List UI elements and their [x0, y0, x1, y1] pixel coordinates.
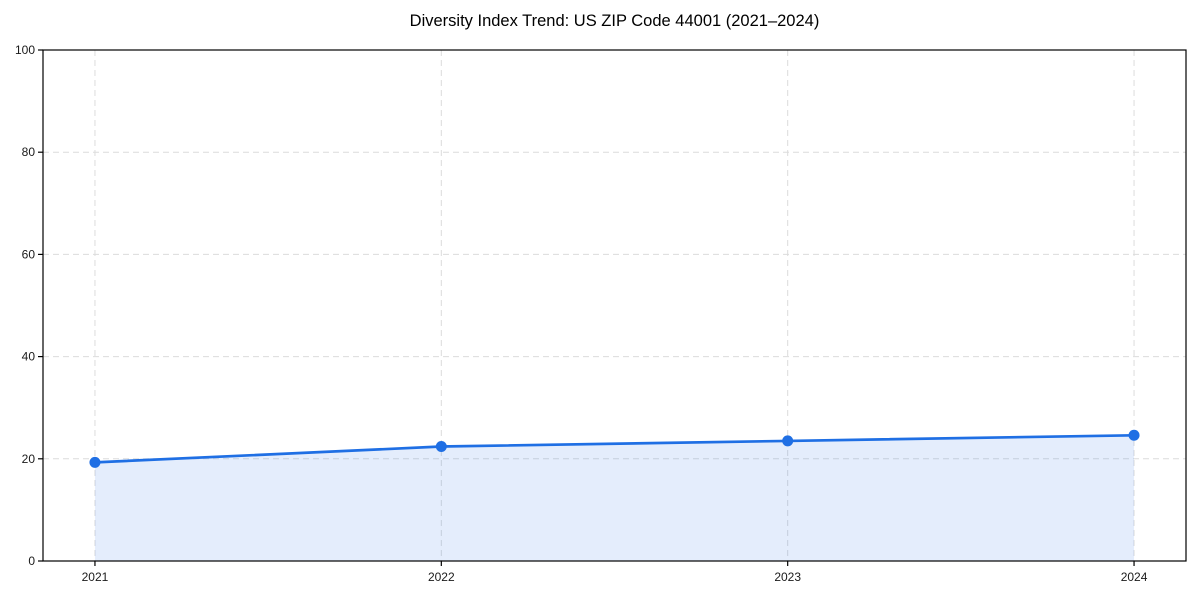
x-tick-label: 2024 [1121, 570, 1148, 584]
data-point-marker [782, 435, 794, 447]
trend-line [93, 433, 1136, 464]
data-point-marker [1128, 429, 1140, 441]
data-points [89, 429, 1140, 468]
y-tick-label: 40 [22, 350, 36, 364]
data-point-marker [435, 441, 447, 453]
tick-labels: 0 20 40 60 80 100 2021 2022 2023 2024 [15, 43, 1148, 584]
plot-border [42, 49, 1187, 562]
area-region [94, 435, 1135, 561]
x-tick-label: 2022 [428, 570, 455, 584]
chart-title: Diversity Index Trend: US ZIP Code 44001… [409, 12, 820, 30]
y-tick-label: 100 [15, 43, 35, 57]
axes-box [38, 49, 1187, 566]
y-tick-label: 20 [22, 452, 36, 466]
x-tick-label: 2023 [774, 570, 801, 584]
y-tick-label: 80 [22, 145, 36, 159]
area-fill [94, 435, 1135, 561]
x-tick-label: 2021 [82, 570, 109, 584]
data-point-marker [89, 456, 101, 468]
trend-polyline [93, 433, 1136, 464]
y-tick-label: 0 [28, 554, 35, 568]
y-tick-label: 60 [22, 247, 36, 261]
